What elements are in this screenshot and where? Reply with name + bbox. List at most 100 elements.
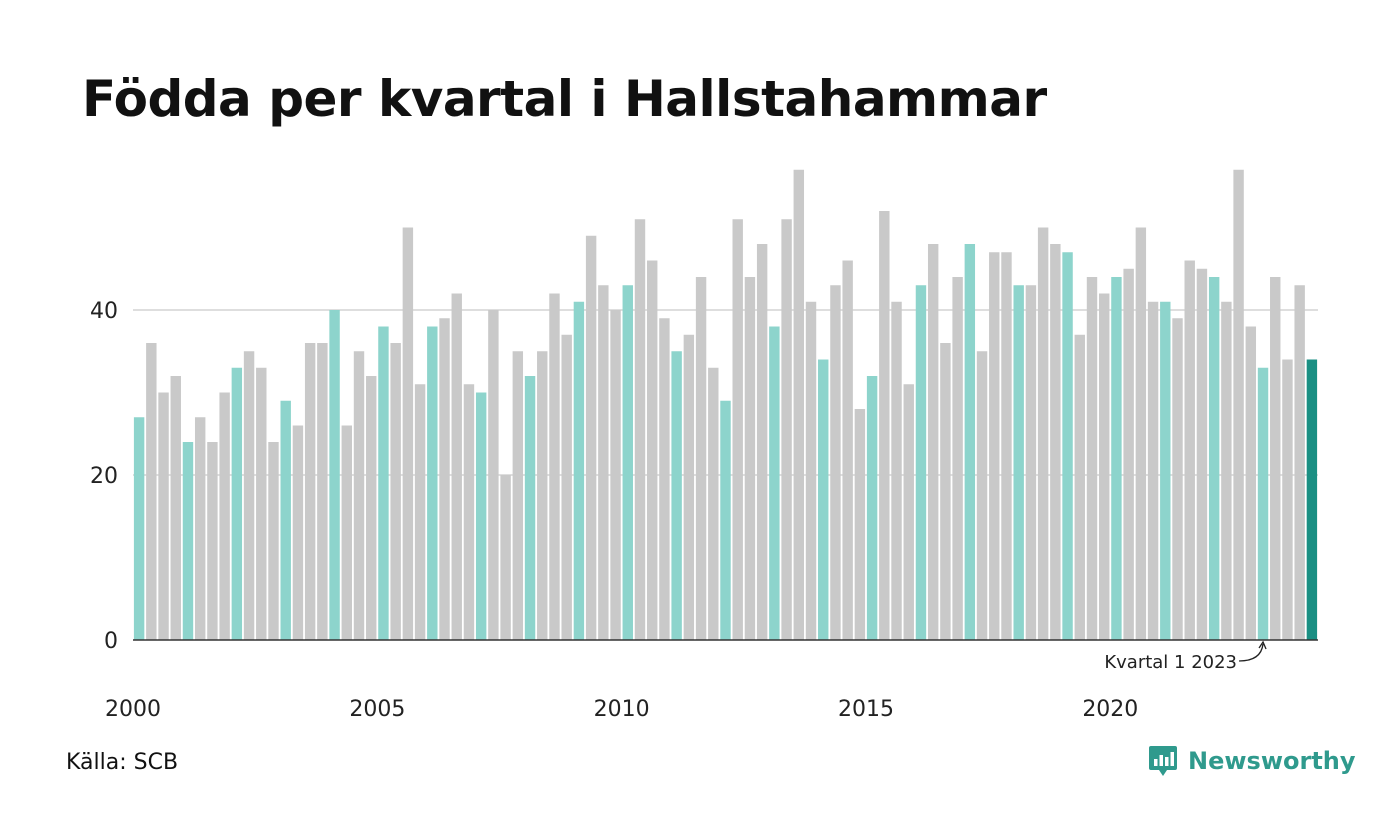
bar (207, 442, 218, 640)
bar (1062, 252, 1073, 640)
bar (952, 277, 963, 640)
bar (219, 392, 230, 640)
bar (598, 285, 609, 640)
chart-title: Födda per kvartal i Hallstahammar (82, 70, 1047, 128)
annotation-label: Kvartal 1 2023 (1104, 652, 1237, 673)
bar (989, 252, 1000, 640)
brand-logo: Newsworthy (1148, 744, 1356, 778)
bar (146, 343, 157, 640)
bar (561, 334, 572, 640)
bar (720, 400, 731, 640)
bar (1196, 268, 1208, 640)
bar (1257, 367, 1269, 640)
bar (243, 351, 255, 640)
bar (378, 326, 389, 640)
bar (915, 285, 927, 640)
annotation-arrow (1239, 643, 1264, 662)
bar (1037, 227, 1049, 640)
bar (500, 475, 511, 640)
bar (366, 376, 377, 640)
bar (231, 367, 243, 640)
x-tick-label: 2015 (838, 697, 894, 722)
bar (976, 351, 988, 640)
bar (427, 326, 438, 640)
bar (1160, 301, 1171, 640)
bar (879, 211, 890, 640)
bar (158, 392, 169, 640)
bar (708, 367, 719, 640)
annotation-arrowhead (1258, 640, 1267, 650)
bar (1294, 285, 1305, 640)
y-tick-label: 0 (104, 629, 118, 654)
bar (524, 376, 536, 640)
bar (769, 326, 780, 640)
bar (512, 351, 524, 640)
bar (341, 425, 352, 640)
bar (1111, 277, 1122, 640)
bar (781, 219, 792, 640)
source-label: Källa: SCB (66, 750, 179, 775)
newsworthy-logo-icon (1149, 746, 1177, 776)
bar (1099, 293, 1110, 640)
bar (573, 301, 585, 640)
bar (317, 343, 328, 640)
bar (329, 310, 340, 640)
bar (866, 376, 878, 640)
bar (194, 417, 206, 640)
bar (133, 417, 145, 640)
y-tick-label: 20 (90, 464, 118, 489)
bar (292, 425, 304, 640)
bar (683, 334, 695, 640)
bar (818, 359, 829, 640)
bar (1025, 285, 1037, 640)
bar (256, 367, 267, 640)
bar (353, 351, 365, 640)
bar (585, 235, 597, 640)
bar (646, 260, 658, 640)
bar (744, 277, 756, 640)
bar (842, 260, 853, 640)
bar (1306, 359, 1318, 640)
bar (268, 442, 279, 640)
bar (891, 301, 902, 640)
bar (1074, 334, 1085, 640)
bar (805, 301, 817, 640)
bar (1135, 227, 1147, 640)
bar (451, 293, 462, 640)
bar (793, 169, 805, 640)
bar (756, 244, 768, 640)
bar (1282, 359, 1293, 640)
bar (927, 244, 939, 640)
bar (1208, 277, 1220, 640)
bar (414, 384, 426, 640)
bar (304, 343, 316, 640)
bar (695, 277, 707, 640)
bar (940, 343, 951, 640)
bar (463, 384, 475, 640)
bar (390, 343, 401, 640)
bar (634, 219, 646, 640)
bar (439, 318, 450, 640)
bar (1013, 285, 1024, 640)
bar (830, 285, 841, 640)
bar (1086, 277, 1098, 640)
bar (1050, 244, 1061, 640)
bar (732, 219, 743, 640)
bar (1147, 301, 1159, 640)
bar (964, 244, 976, 640)
bar (1001, 252, 1012, 640)
x-tick-label: 2020 (1082, 697, 1138, 722)
y-tick-label: 40 (90, 299, 118, 324)
bar (537, 351, 548, 640)
bar (402, 227, 414, 640)
bar (549, 293, 560, 640)
bar (1270, 277, 1281, 640)
bar (903, 384, 914, 640)
bar (1184, 260, 1195, 640)
x-tick-label: 2000 (105, 697, 161, 722)
bar (1123, 268, 1134, 640)
bar (182, 442, 194, 640)
bar (475, 392, 487, 640)
bar (1245, 326, 1257, 640)
